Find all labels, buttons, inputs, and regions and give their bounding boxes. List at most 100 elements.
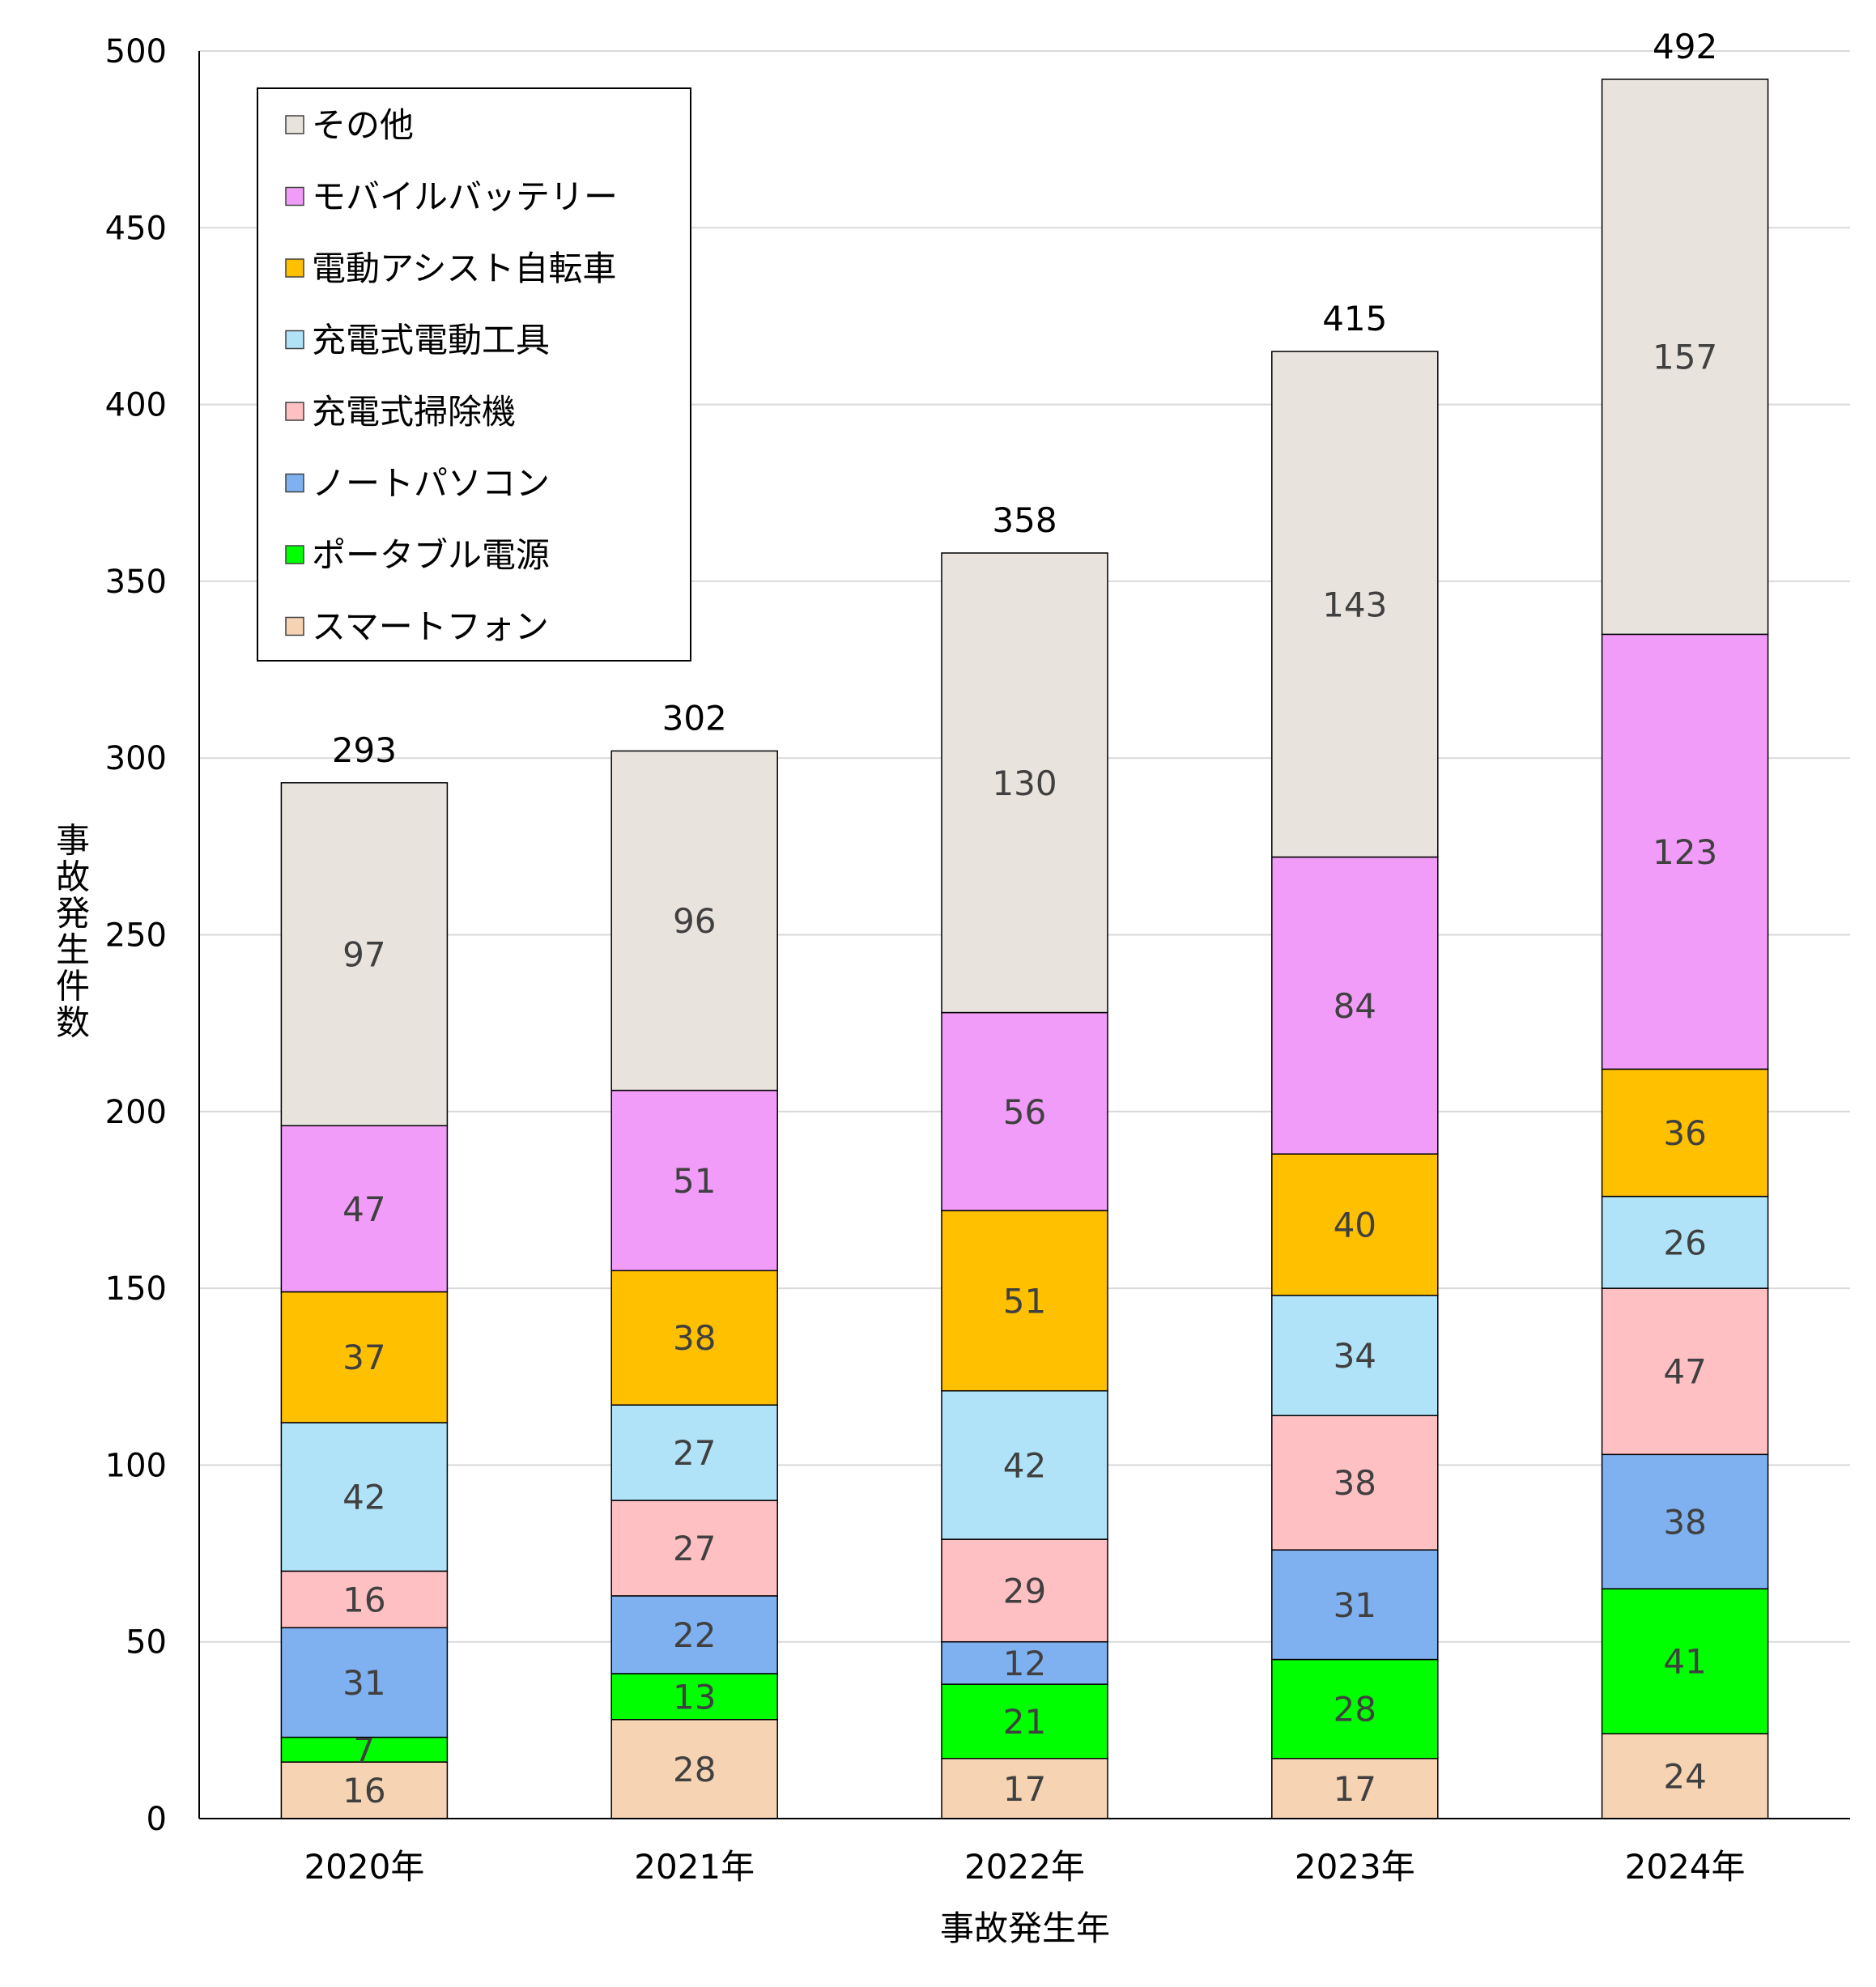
data-label: 12 xyxy=(1003,1644,1046,1683)
y-tick-label: 0 xyxy=(147,1801,167,1838)
legend-swatch xyxy=(285,545,304,564)
data-label: 16 xyxy=(342,1580,385,1619)
data-label: 22 xyxy=(673,1615,716,1655)
bar-segment xyxy=(280,782,449,1127)
data-label: 157 xyxy=(1653,338,1717,377)
data-label: 38 xyxy=(673,1318,716,1358)
legend-box xyxy=(257,87,691,662)
x-tick-label: 2023年 xyxy=(1295,1847,1415,1887)
data-label: 56 xyxy=(1003,1092,1046,1132)
bar-segment xyxy=(1271,351,1439,858)
data-label: 38 xyxy=(1663,1502,1706,1542)
legend-label: モバイルバッテリー xyxy=(312,177,618,217)
bar-segment xyxy=(1601,1733,1769,1819)
data-label: 31 xyxy=(342,1663,385,1703)
data-label: 96 xyxy=(673,901,716,941)
y-tick-label: 50 xyxy=(125,1624,167,1662)
data-label: 34 xyxy=(1334,1336,1376,1376)
data-label: 29 xyxy=(1003,1571,1046,1610)
y-tick-label: 200 xyxy=(105,1094,167,1131)
x-tick-label: 2020年 xyxy=(304,1847,424,1887)
bar-segment xyxy=(941,1758,1108,1819)
bar-segment xyxy=(941,1210,1108,1392)
data-label: 130 xyxy=(992,764,1057,803)
data-label: 51 xyxy=(1003,1281,1046,1321)
y-tick-label: 250 xyxy=(105,917,167,955)
bars: 1673116423747972932813222727385196302172… xyxy=(280,27,1769,1819)
bar-segment xyxy=(610,750,778,1091)
y-tick-label: 350 xyxy=(105,564,167,601)
legend-label: 充電式掃除機 xyxy=(312,392,516,432)
bar-segment xyxy=(1601,1195,1769,1289)
data-label: 17 xyxy=(1003,1769,1046,1809)
bar-segment xyxy=(1601,1287,1769,1456)
data-label: 47 xyxy=(1663,1352,1706,1392)
data-label: 28 xyxy=(1334,1690,1376,1730)
legend-swatch xyxy=(285,616,304,636)
bar-segment xyxy=(941,1538,1108,1643)
legend-label: ノートパソコン xyxy=(312,464,550,504)
data-label: 31 xyxy=(1334,1585,1376,1625)
total-label: 302 xyxy=(662,698,727,738)
data-label: 42 xyxy=(1003,1445,1046,1485)
bar-segment xyxy=(941,1389,1108,1540)
legend-label: ポータブル電源 xyxy=(312,535,550,575)
bar-segment xyxy=(941,1683,1108,1759)
legend-label: その他 xyxy=(312,105,414,145)
bar-segment xyxy=(610,1404,778,1501)
bar-segment xyxy=(280,1422,449,1572)
data-label: 143 xyxy=(1322,585,1387,624)
data-label: 17 xyxy=(1334,1769,1376,1809)
data-label: 26 xyxy=(1663,1223,1706,1262)
bar-segment xyxy=(941,1011,1108,1211)
x-axis-label: 事故発生年 xyxy=(940,1908,1110,1948)
bar-segment xyxy=(1601,1453,1769,1589)
bar-segment xyxy=(280,1570,449,1628)
data-label: 123 xyxy=(1653,832,1717,872)
bar-segment xyxy=(941,552,1108,1014)
data-label: 41 xyxy=(1663,1642,1706,1682)
data-label: 84 xyxy=(1334,986,1376,1026)
bar-segment xyxy=(280,1736,449,1763)
data-label: 16 xyxy=(342,1771,385,1810)
y-tick-label: 150 xyxy=(105,1270,167,1308)
y-tick-label: 400 xyxy=(105,387,167,424)
bar-segment xyxy=(610,1270,778,1406)
total-label: 293 xyxy=(332,730,397,770)
bar-segment xyxy=(610,1595,778,1674)
bar-segment xyxy=(610,1500,778,1597)
x-tick-label: 2024年 xyxy=(1625,1847,1746,1887)
bar-segment xyxy=(1271,1153,1439,1296)
legend-swatch xyxy=(285,186,304,206)
data-label: 13 xyxy=(673,1677,716,1717)
bar-segment xyxy=(610,1673,778,1721)
bar-segment xyxy=(1271,1295,1439,1417)
data-label: 40 xyxy=(1334,1206,1376,1245)
bar-segment xyxy=(1271,856,1439,1155)
bar-segment xyxy=(1271,1415,1439,1551)
bar-segment xyxy=(1601,1588,1769,1734)
x-axis-ticks: 2020年 2021年 2022年 2023年 2024年 xyxy=(304,1847,1745,1887)
data-label: 42 xyxy=(342,1478,385,1517)
data-label: 47 xyxy=(342,1189,385,1229)
data-label: 51 xyxy=(673,1161,716,1201)
total-label: 358 xyxy=(992,500,1057,540)
bar-segment xyxy=(610,1719,778,1819)
legend-swatch xyxy=(285,115,304,134)
data-label: 24 xyxy=(1663,1757,1706,1797)
data-label: 28 xyxy=(673,1750,716,1789)
data-label: 38 xyxy=(1334,1463,1376,1503)
data-label: 36 xyxy=(1663,1113,1706,1153)
bar-segment xyxy=(1271,1758,1439,1819)
bar-segment xyxy=(1601,1068,1769,1198)
data-label: 27 xyxy=(673,1433,716,1473)
y-tick-label: 450 xyxy=(105,210,167,247)
data-label: 37 xyxy=(342,1338,385,1377)
legend-label: 電動アシスト自転車 xyxy=(312,249,616,288)
legend-label: スマートフォン xyxy=(312,607,549,647)
bar-segment xyxy=(1601,79,1769,636)
bar-segment xyxy=(280,1627,449,1738)
legend-swatch xyxy=(285,258,304,278)
legend-swatch xyxy=(285,473,304,493)
